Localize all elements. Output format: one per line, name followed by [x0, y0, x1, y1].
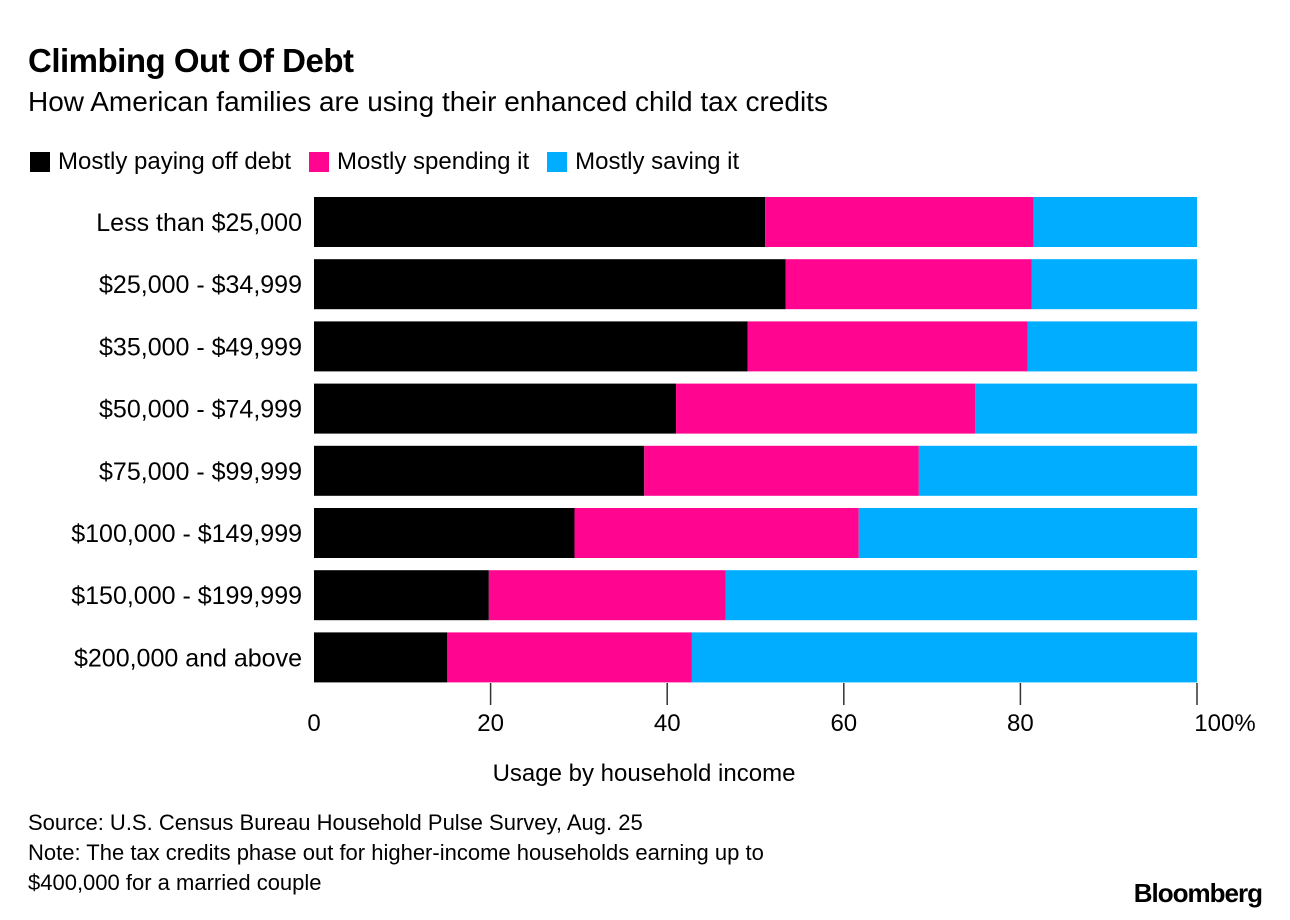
bar-segment — [314, 632, 448, 683]
legend-swatch — [547, 152, 568, 172]
bar-segment — [488, 570, 726, 621]
bar-segment — [1033, 197, 1197, 247]
chart-subtitle: How American families are using their en… — [28, 86, 828, 117]
bar-segment — [314, 570, 489, 621]
legend-swatch — [309, 152, 330, 172]
bar-segment — [447, 632, 692, 683]
category-label: $100,000 - $149,999 — [71, 520, 302, 548]
bar-segment — [314, 259, 786, 310]
x-tick-label: 80 — [1007, 710, 1034, 737]
bloomberg-logo: Bloomberg — [1133, 878, 1263, 908]
legend-label: Mostly spending it — [337, 148, 530, 175]
x-axis-label: Usage by household income — [492, 760, 796, 787]
bar-segment — [314, 197, 766, 247]
category-label: $35,000 - $49,999 — [99, 333, 302, 361]
x-tick-label: 40 — [654, 710, 681, 737]
category-label: $75,000 - $99,999 — [99, 458, 302, 486]
legend: Mostly paying off debt Mostly spending i… — [30, 148, 739, 176]
note-text-continued: $400,000 for a married couple — [28, 870, 322, 895]
bar-segment — [691, 632, 1197, 683]
x-tick-label: 100% — [1194, 710, 1255, 737]
bar-segment — [858, 508, 1197, 558]
bar-segment — [1031, 259, 1197, 310]
chart-title: Climbing Out Of Debt — [28, 42, 354, 79]
category-label: $200,000 and above — [74, 644, 302, 672]
category-label: Less than $25,000 — [96, 209, 302, 237]
bar-chart: Less than $25,000 $25,000 - $34,999 $35,00… — [71, 197, 1256, 737]
source-notes: Source: U.S. Census Bureau Household Pul… — [28, 808, 764, 898]
bar-segment — [785, 259, 1032, 310]
bar-segment — [314, 508, 575, 558]
bar-segment — [725, 570, 1197, 621]
legend-item-saving: Mostly saving it — [547, 148, 739, 176]
bar-segment — [314, 321, 748, 372]
bar-segment — [314, 383, 677, 434]
bar-segment — [574, 508, 859, 558]
bar-segment — [644, 445, 919, 496]
category-label: $150,000 - $199,999 — [71, 582, 302, 610]
bar-segment — [314, 445, 645, 496]
bar-segment — [676, 383, 976, 434]
legend-item-debt: Mostly paying off debt — [30, 148, 291, 176]
bar-segment — [975, 383, 1197, 434]
bar-segment — [1027, 321, 1197, 372]
legend-swatch — [30, 152, 50, 172]
category-label: $25,000 - $34,999 — [99, 271, 302, 299]
bar-segment — [918, 445, 1197, 496]
legend-label: Mostly paying off debt — [58, 148, 292, 175]
x-tick-label: 20 — [477, 710, 504, 737]
x-tick-label: 0 — [307, 710, 320, 737]
legend-item-spending: Mostly spending it — [309, 148, 529, 176]
x-tick-label: 60 — [830, 710, 857, 737]
note-text: Note: The tax credits phase out for high… — [28, 840, 764, 865]
bar-segment — [747, 321, 1028, 372]
source-text: Source: U.S. Census Bureau Household Pul… — [28, 810, 643, 835]
bar-segment — [765, 197, 1034, 247]
legend-label: Mostly saving it — [575, 148, 740, 175]
category-label: $50,000 - $74,999 — [99, 396, 302, 424]
